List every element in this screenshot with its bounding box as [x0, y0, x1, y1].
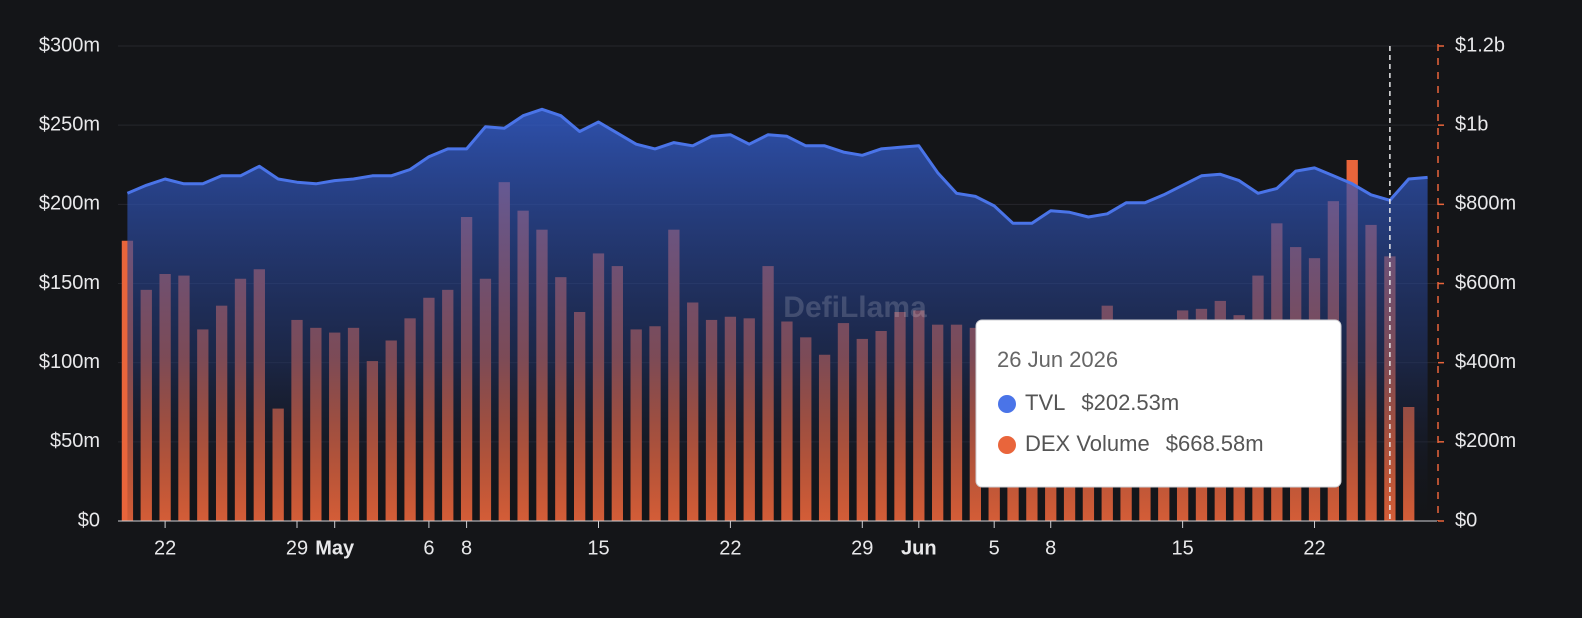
y2-tick-label: $600m [1455, 272, 1516, 294]
x-tick-label: 22 [719, 537, 741, 559]
x-tick-label: 22 [1303, 537, 1325, 559]
tooltip-series-name: TVL [1025, 390, 1065, 415]
x-tick-label: 29 [286, 537, 308, 559]
y-tick-label: $300m [39, 34, 100, 56]
tooltip-dot [998, 436, 1016, 454]
tooltip-box [975, 319, 1342, 488]
x-tick-label: 6 [423, 537, 434, 559]
tooltip-series-name: DEX Volume [1025, 431, 1150, 456]
y2-tick-label: $0 [1455, 509, 1477, 531]
y-tick-label: $100m [39, 351, 100, 373]
y-tick-label: $150m [39, 272, 100, 294]
tvl-line [126, 107, 1428, 225]
y2-tick-label: $1.2b [1455, 34, 1505, 56]
y-tick-label: $0 [78, 509, 100, 531]
y2-tick-label: $400m [1455, 351, 1516, 373]
y-tick-label: $50m [50, 430, 100, 452]
tooltip-title: 26 Jun 2026 [997, 347, 1118, 372]
tooltip-value: $668.58m [1166, 431, 1264, 456]
tooltip-value: $202.53m [1081, 390, 1179, 415]
tooltip-row: DEX Volume $668.58m [1025, 431, 1264, 456]
axes: $0 $50m $100m $150m $200m $250m $300m $0 $200m $4… [39, 34, 1516, 559]
y2-tick-label: $800m [1455, 193, 1516, 215]
x-tick-label: 5 [989, 537, 1000, 559]
x-tick-label: 29 [851, 537, 873, 559]
tooltip-dot [998, 395, 1016, 413]
x-tick-label: 8 [461, 537, 472, 559]
x-tick-label: 15 [587, 537, 609, 559]
tooltip-row: TVL $202.53m [1025, 390, 1179, 415]
x-tick-label: May [315, 537, 355, 559]
watermark: DefiLlama [783, 291, 927, 324]
x-tick-label: 22 [154, 537, 176, 559]
x-tick-label: Jun [901, 537, 937, 559]
x-tick-label: 15 [1171, 537, 1193, 559]
tooltip: 26 Jun 2026 TVL $202.53m DEX Volume $668.58m [975, 46, 1391, 521]
y-tick-label: $200m [39, 193, 100, 215]
y-tick-label: $250m [39, 113, 100, 135]
y2-tick-label: $200m [1455, 430, 1516, 452]
x-tick-label: 8 [1045, 537, 1056, 559]
y2-tick-label: $1b [1455, 113, 1488, 135]
